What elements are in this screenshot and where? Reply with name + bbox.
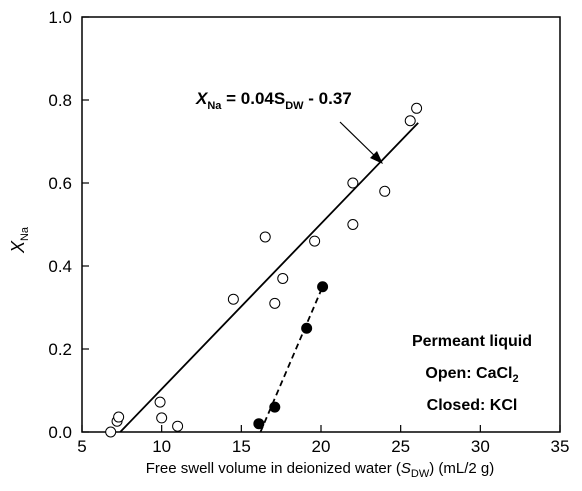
x-tick-label: 30 — [471, 437, 490, 456]
equation-part: X — [195, 89, 209, 108]
data-point — [269, 401, 281, 413]
equation-part: DW — [285, 100, 304, 112]
data-point — [411, 102, 423, 114]
equation: XNa = 0.04SDW - 0.37 — [195, 89, 352, 112]
data-point — [253, 418, 265, 430]
x-title-part: Free swell volume in deionized water ( — [146, 460, 401, 477]
data-point — [347, 177, 359, 189]
data-point — [269, 297, 281, 309]
y-title-part: X — [8, 240, 28, 254]
data-point — [309, 235, 321, 247]
y-axis-title: XNa — [8, 226, 31, 254]
data-point — [404, 115, 416, 127]
x-tick-label: 15 — [232, 437, 251, 456]
equation-part: Na — [207, 100, 222, 112]
data-point — [347, 219, 359, 230]
arrow-head — [370, 151, 383, 164]
data-point — [113, 411, 125, 423]
x-title-part: DW — [411, 468, 430, 480]
x-tick-label: 25 — [391, 437, 410, 456]
data-point — [277, 272, 289, 284]
legend-entry: Closed: KCl — [427, 397, 518, 414]
y-tick-label: 0.4 — [48, 257, 72, 276]
y-tick-label: 0.8 — [48, 91, 72, 110]
data-point — [301, 322, 313, 334]
y-tick-label: 0.6 — [48, 174, 72, 193]
legend-part: 2 — [513, 373, 519, 385]
equation-part: = 0.04S — [221, 89, 285, 108]
y-tick-label: 1.0 — [48, 8, 72, 27]
legend-entry: Open: CaCl2 — [425, 365, 518, 385]
legend-part: Open: CaCl — [425, 365, 512, 382]
x-tick-label: 5 — [77, 437, 86, 456]
data-point — [154, 396, 166, 408]
x-title-part: ) (mL/2 g) — [429, 460, 494, 477]
trend-line — [259, 286, 324, 433]
x-title-part: S — [401, 460, 411, 477]
data-point — [227, 293, 239, 305]
x-tick-label: 20 — [312, 437, 331, 456]
trend-line — [119, 122, 419, 433]
legend-title: Permeant liquid — [412, 333, 532, 350]
equation-part: - 0.37 — [304, 89, 352, 108]
data-point — [156, 412, 168, 424]
annotation-arrow — [339, 121, 381, 162]
x-tick-label: 35 — [551, 437, 570, 456]
data-point — [105, 426, 117, 438]
x-axis-title: Free swell volume in deionized water (SD… — [146, 460, 494, 480]
data-point — [317, 281, 329, 293]
data-point — [379, 185, 391, 197]
data-point — [172, 420, 184, 432]
data-point — [259, 231, 271, 243]
y-tick-label: 0.2 — [48, 340, 72, 359]
y-title-part: Na — [19, 226, 31, 241]
y-tick-label: 0.0 — [48, 423, 72, 442]
x-tick-label: 10 — [152, 437, 171, 456]
